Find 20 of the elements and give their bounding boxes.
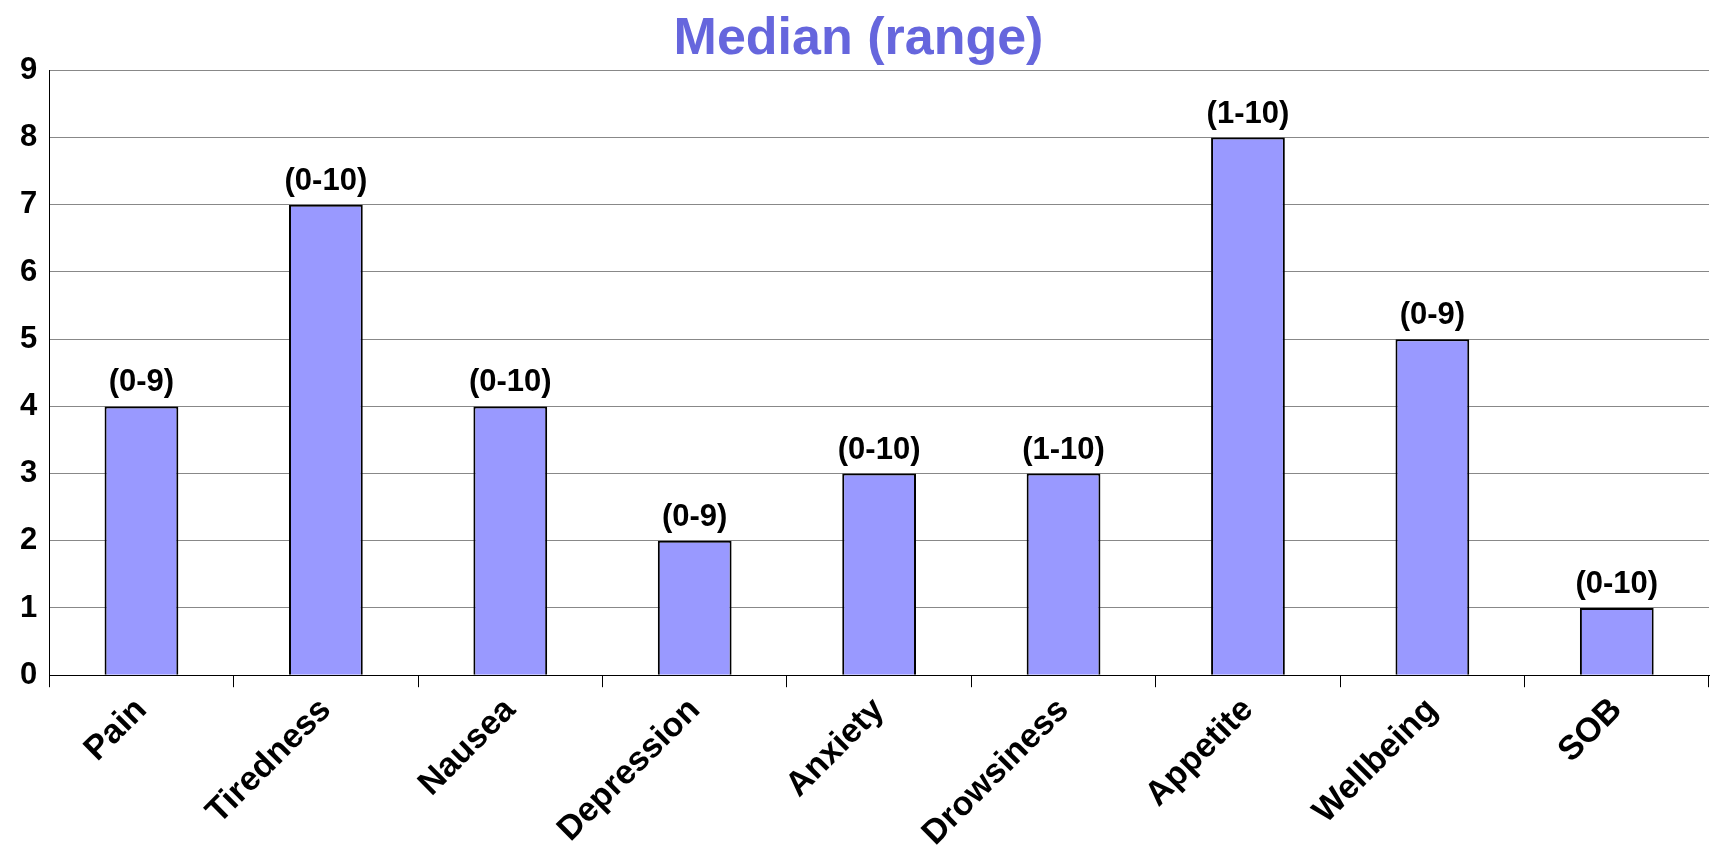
y-tick-label: 0 [19,655,38,691]
data-label: (1-10) [1022,430,1105,466]
y-tick-label: 4 [19,386,38,422]
data-label: (0-9) [1399,296,1466,332]
y-tick-label: 6 [19,252,38,288]
chart-title: Median (range) [673,6,1044,65]
y-tick-label: 1 [19,588,38,624]
y-tick-label: 8 [19,118,38,154]
data-label: (0-10) [284,161,368,197]
data-label: (0-9) [661,497,728,533]
data-label: (0-10) [1575,565,1659,601]
y-tick-label: 7 [19,185,38,221]
y-tick-label: 5 [19,319,38,355]
y-tick-label: 9 [19,50,38,86]
data-label: (0-10) [837,430,921,466]
data-label: (1-10) [1206,94,1290,130]
y-tick-label: 2 [19,521,38,557]
data-label: (0-9) [108,363,175,399]
data-label: (0-10) [468,363,552,399]
y-tick-label: 3 [19,454,38,490]
